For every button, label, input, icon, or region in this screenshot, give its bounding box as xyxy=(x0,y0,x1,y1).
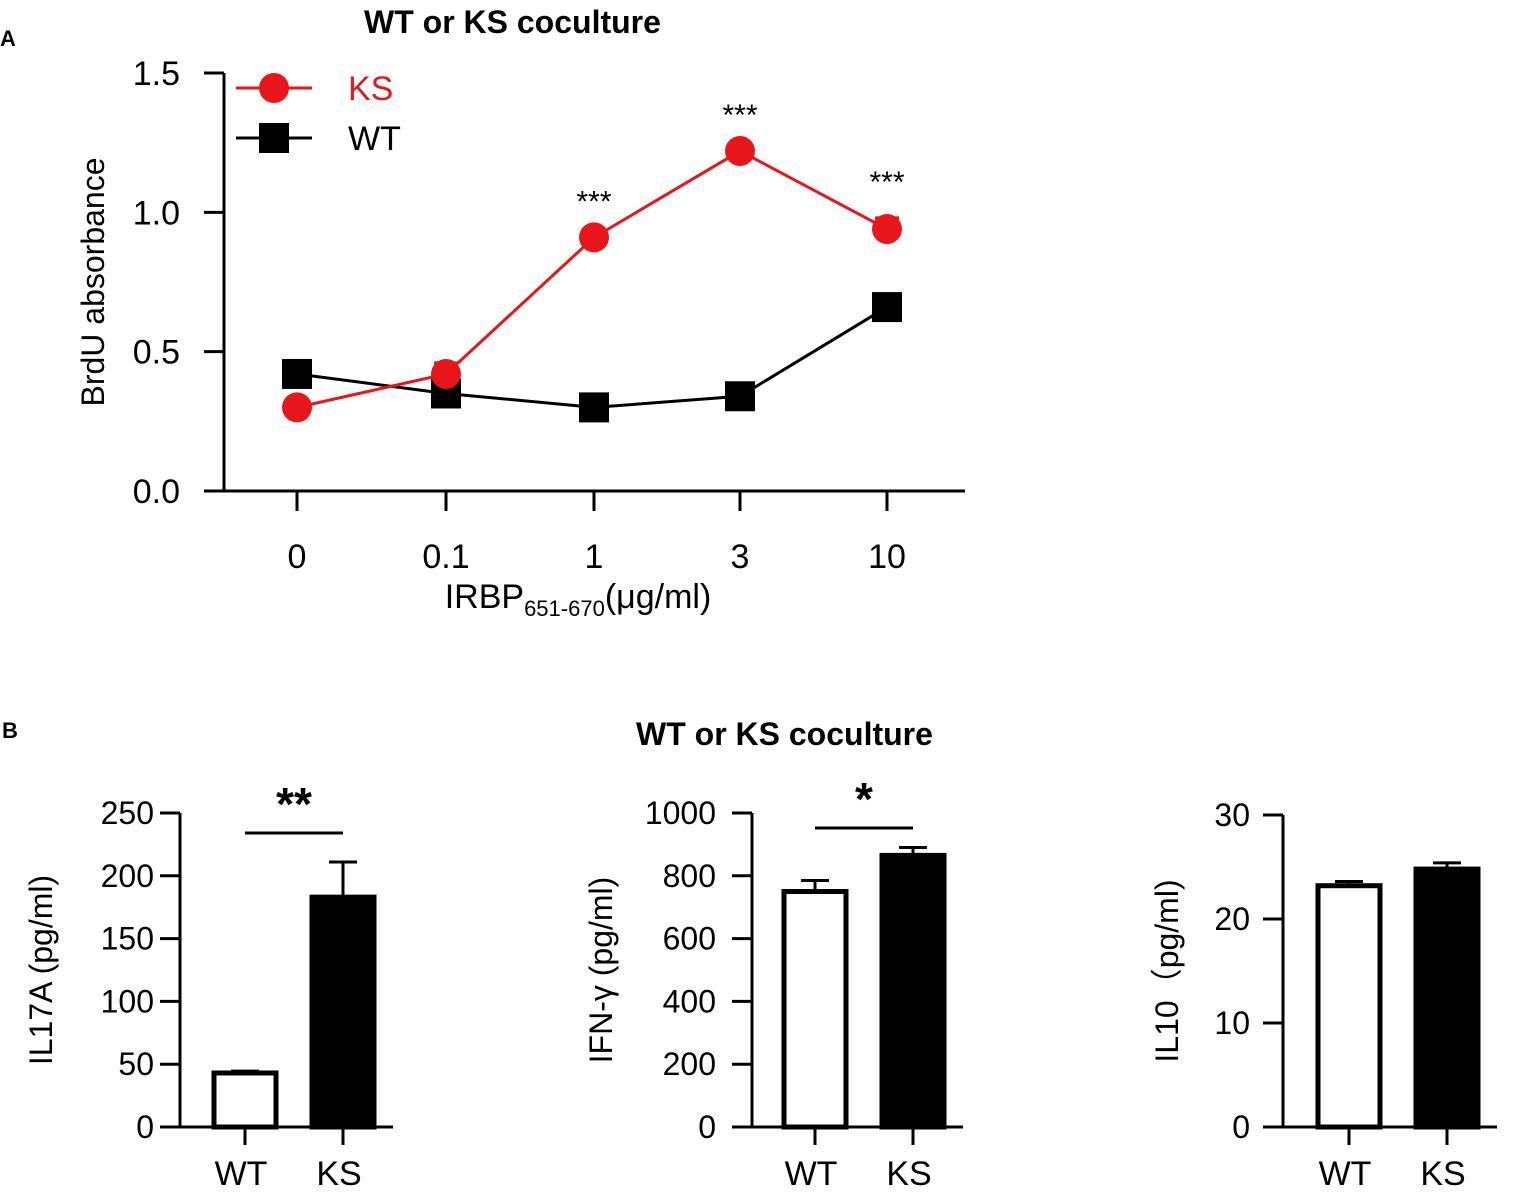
bar-chart-3: 0 10 20 30 WT KS IL10（pg/ml) xyxy=(1149,797,1497,1193)
x-axis-label: IRBP651-670(μg/ml) xyxy=(445,578,712,621)
data-point-wt xyxy=(725,381,755,412)
legend-label-wt: WT xyxy=(348,120,401,158)
x-axis-label-unit: (μg/ml) xyxy=(605,578,711,616)
line-chart-brdu: 0.0 0.5 1.0 1.5 0 0.1 1 3 10 BrdU absorbance IRBP6… xyxy=(75,55,965,621)
data-point-ks xyxy=(872,214,902,245)
x-tick-label: KS xyxy=(886,1155,931,1193)
y-tick-label: 0.0 xyxy=(133,473,180,511)
panel-a-letter: A xyxy=(0,26,16,51)
y-tick-label: 800 xyxy=(663,858,716,894)
y-tick-label: 600 xyxy=(663,921,716,957)
series-line-wt xyxy=(296,305,888,409)
y-tick-label: 1.0 xyxy=(133,194,180,232)
data-point-wt xyxy=(282,358,312,389)
y-tick-label: 200 xyxy=(663,1046,716,1082)
bar-ks xyxy=(309,894,377,1130)
significance-stars: ** xyxy=(276,778,312,830)
data-point-ks xyxy=(431,358,461,389)
bar-wt xyxy=(781,889,849,1130)
x-tick-label: 1 xyxy=(585,538,604,576)
data-point-wt xyxy=(872,292,902,323)
y-tick-label: 250 xyxy=(101,795,154,831)
bar-wt xyxy=(1315,883,1383,1130)
x-axis-label-subscript: 651-670 xyxy=(524,596,605,621)
significance-stars: *** xyxy=(576,185,611,218)
x-tick-label: 0 xyxy=(288,538,307,576)
y-tick-label: 0 xyxy=(1232,1109,1250,1145)
y-tick-label: 200 xyxy=(101,858,154,894)
legend-marker-ks xyxy=(259,73,289,103)
y-tick-label: 400 xyxy=(663,983,716,1019)
y-tick-label: 30 xyxy=(1214,797,1250,833)
x-tick-label: KS xyxy=(1420,1155,1465,1193)
x-tick-label: KS xyxy=(316,1155,361,1193)
legend-label-ks: KS xyxy=(348,70,393,108)
y-axis-label: IL10（pg/ml) xyxy=(1149,879,1185,1062)
y-tick-label: 1.5 xyxy=(133,55,180,93)
bar-chart-2: 0 200 400 600 800 1000 WT KS IFN-γ (pg/ml) * xyxy=(583,773,963,1193)
y-tick-label: 50 xyxy=(118,1046,154,1082)
x-tick-label: WT xyxy=(1319,1155,1372,1193)
x-tick-label: WT xyxy=(785,1155,838,1193)
data-point-ks xyxy=(282,392,312,423)
x-tick-label: 0.1 xyxy=(422,538,469,576)
y-axis-label: BrdU absorbance xyxy=(75,157,111,406)
y-tick-label: 1000 xyxy=(645,795,716,831)
significance-stars: * xyxy=(855,773,873,825)
bar-wt xyxy=(211,1070,279,1130)
bar-ks xyxy=(879,852,947,1130)
panel-b-letter: B xyxy=(2,718,18,743)
bar-ks xyxy=(1413,866,1481,1130)
legend-marker-wt xyxy=(259,123,289,153)
significance-stars: *** xyxy=(869,166,904,199)
y-tick-label: 20 xyxy=(1214,901,1250,937)
panel-b-title: WT or KS coculture xyxy=(636,716,933,752)
y-tick-label: 0.5 xyxy=(133,334,180,372)
data-point-wt xyxy=(579,392,609,423)
y-tick-label: 150 xyxy=(101,921,154,957)
y-axis-label: IFN-γ (pg/ml) xyxy=(583,877,619,1064)
y-axis-label: IL17A (pg/ml) xyxy=(23,875,59,1065)
x-tick-label: 10 xyxy=(868,538,906,576)
x-axis-label-main: IRBP xyxy=(445,578,524,616)
data-point-ks xyxy=(579,222,609,253)
panel-a-title: WT or KS coculture xyxy=(364,4,661,40)
data-point-ks xyxy=(725,136,755,167)
significance-stars: *** xyxy=(722,99,757,132)
y-tick-label: 0 xyxy=(136,1109,154,1145)
bar-chart-1: 0 50 100 150 200 250 WT KS IL17A (pg/ml) ** xyxy=(23,778,393,1193)
x-tick-label: WT xyxy=(215,1155,268,1193)
y-tick-label: 0 xyxy=(698,1109,716,1145)
y-tick-label: 100 xyxy=(101,983,154,1019)
y-tick-label: 10 xyxy=(1214,1005,1250,1041)
x-tick-label: 3 xyxy=(731,538,750,576)
